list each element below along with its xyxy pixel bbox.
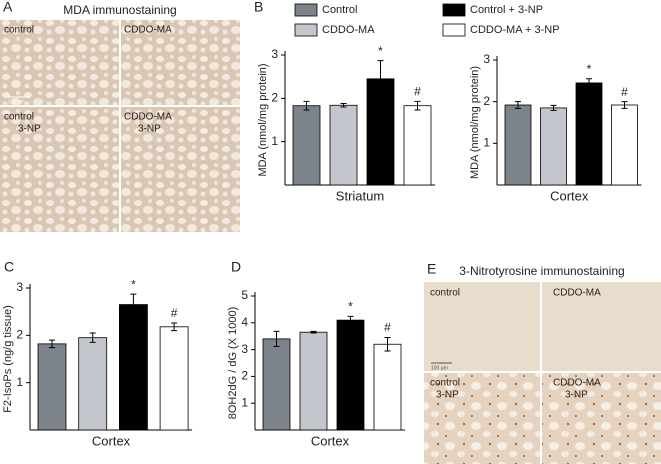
bar [119,304,148,431]
y-tick-label: 2 [271,91,278,105]
error-bar [550,104,557,111]
bar [329,104,358,186]
error-bar [586,78,592,88]
bar [540,107,567,186]
image-label: control [430,378,460,389]
y-axis-label: MDA (nmol/mg protein) [257,63,269,176]
y-tick-label: 3 [271,47,278,61]
scale-bar-label: 100 μm [431,365,448,371]
image-label: CDDO-MA [553,288,601,299]
y-axis-label: MDA (nmol/mg protein) [469,66,481,179]
bar [611,104,638,186]
image-label: CDDO-MA [124,112,172,123]
error-bar [515,101,521,109]
error-bar [384,337,391,352]
error-bar [303,100,310,111]
bar [504,104,532,186]
panel-a-images [0,20,240,232]
annotation: # [171,306,178,320]
error-bar [621,101,628,109]
image-label: control [4,112,34,123]
y-tick-label: 2 [241,369,248,383]
y-tick-label: 5 [241,288,248,302]
image-label: control [430,288,460,299]
bar [299,331,328,431]
legend-label: Control + 3-NP [470,4,543,16]
legend-swatch [294,23,318,37]
bar [403,105,432,186]
micrograph [424,372,661,464]
bar [78,337,108,431]
annotation: * [378,44,383,58]
image-label: 3-NP [436,390,459,401]
annotation: # [384,321,391,335]
y-tick-label: 4 [241,315,248,329]
bar [292,105,321,186]
x-axis-label: Striatum [336,188,384,203]
annotation: * [587,62,592,76]
panel-title: MDA immunostaining [63,3,176,17]
error-bar [340,103,347,108]
y-tick-label: 1 [483,136,490,150]
y-tick-label: 2 [483,94,490,108]
error-bar [414,100,421,111]
image-label: 3-NP [18,124,41,135]
image-label: 3-NP [565,390,588,401]
legend-swatch [442,23,466,37]
legend-label: CDDO-MA + 3-NP [470,24,560,36]
bar [336,319,365,431]
annotation: * [131,277,136,291]
panel-title: 3-Nitrotyrosine immunostaining [459,264,624,278]
legend-label: Control [322,4,357,16]
x-axis-label: Cortex [311,433,350,448]
image-label: 3-NP [138,124,161,135]
annotation: # [621,85,628,99]
image-label: control [4,25,34,36]
error-bar [49,339,55,349]
y-tick-label: 2 [16,328,23,342]
error-bar [273,330,280,347]
legend-swatch [294,3,318,17]
image-label: CDDO-MA [553,378,601,389]
annotation: * [348,300,353,314]
y-tick-label: 1 [271,134,278,148]
panel-label: D [231,259,241,275]
bar [575,82,603,186]
panel-label: B [254,0,263,15]
scale-bar-label: 100 μm [8,99,25,105]
error-bar [171,322,178,332]
error-bar [347,315,354,325]
panel-label: A [3,0,13,15]
bar [262,338,291,431]
bar [373,343,402,431]
error-bar [377,60,384,98]
x-axis-label: Cortex [550,188,589,203]
error-bar [310,330,317,334]
image-label: CDDO-MA [124,25,172,36]
annotation: # [414,85,421,99]
legend-swatch [442,3,466,17]
legend-label: CDDO-MA [322,24,375,36]
y-tick-label: 3 [16,280,23,294]
y-axis-label: F2-IsoPs (ng/g tissue) [2,305,14,413]
y-tick-label: 3 [483,52,490,66]
error-bar [130,293,137,316]
panel-label: E [427,261,436,277]
y-tick-label: 3 [241,342,248,356]
x-axis-label: Cortex [92,433,131,448]
y-tick-label: 1 [241,395,248,409]
panel-e-images [424,282,661,464]
bar [37,343,67,431]
y-axis-label: 8OH2dG / dG (X 1000) [227,307,239,420]
bar [159,326,189,431]
error-bar [89,332,96,343]
y-tick-label: 1 [16,375,23,389]
panel-label: C [4,259,14,275]
